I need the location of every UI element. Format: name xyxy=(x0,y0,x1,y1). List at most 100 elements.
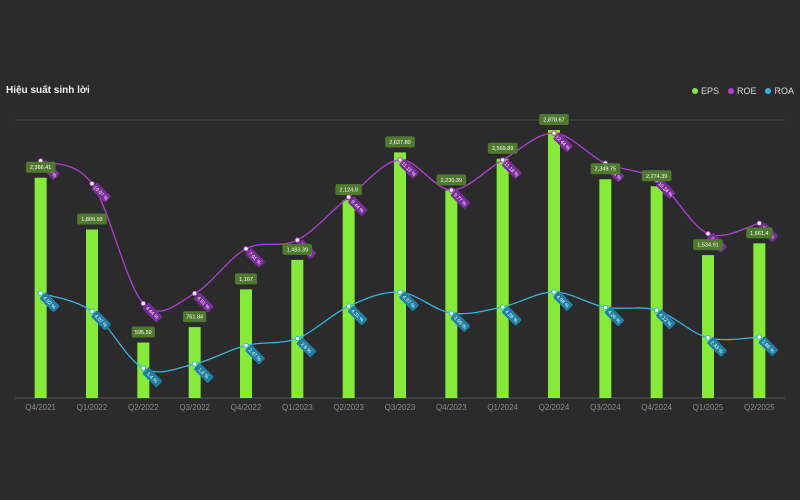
roe-tag-bg xyxy=(245,248,265,268)
roa-tag-bg xyxy=(91,310,111,331)
roa-point xyxy=(243,342,249,349)
roe-point xyxy=(551,130,557,136)
eps-bar xyxy=(753,243,766,398)
eps-value-label: 2,366.41 xyxy=(25,161,56,173)
roa-point xyxy=(551,289,557,295)
eps-label-bg xyxy=(590,163,621,175)
roa-tag-bg xyxy=(142,367,163,387)
eps-bar xyxy=(599,179,612,398)
roe-point xyxy=(243,246,249,252)
x-tick-label: Q1/2024 xyxy=(487,403,518,412)
x-tick-label: Q2/2025 xyxy=(744,403,775,412)
eps-value-label: 1,483.39 xyxy=(282,243,313,255)
roe-point xyxy=(499,157,506,163)
eps-label-text: 2,637.80 xyxy=(389,140,410,146)
x-tick-label: Q2/2023 xyxy=(333,403,364,412)
eps-label-text: 2,878.67 xyxy=(543,118,564,124)
eps-label-text: 1,167 xyxy=(239,277,253,283)
eps-label-text: 2,366.41 xyxy=(30,165,51,171)
x-tick-label: Q4/2022 xyxy=(231,403,262,412)
eps-value-label: 1,167 xyxy=(235,273,257,285)
legend-dot-eps xyxy=(691,88,698,94)
eps-value-label: 2,569.89 xyxy=(487,142,518,154)
eps-label-bg xyxy=(436,174,467,186)
eps-label-bg xyxy=(693,239,723,251)
eps-label-bg xyxy=(25,161,56,173)
eps-label-text: 2,274.39 xyxy=(646,174,667,180)
roe-point xyxy=(397,157,403,163)
x-tick-label: Q3/2024 xyxy=(590,403,621,412)
roa-point xyxy=(37,290,44,296)
legend: EPS ROE ROA xyxy=(691,86,794,96)
legend-item-eps[interactable]: EPS xyxy=(691,86,719,96)
legend-label-eps: EPS xyxy=(700,86,719,96)
eps-label-bg xyxy=(77,213,107,225)
eps-label-bg xyxy=(539,114,569,125)
roa-tag-bg xyxy=(296,337,317,358)
legend-item-roe[interactable]: ROE xyxy=(727,86,757,96)
eps-value-label: 2,124.9 xyxy=(335,184,362,196)
eps-bar xyxy=(394,152,406,398)
roe-tag-bg xyxy=(194,292,214,313)
roe-point xyxy=(89,180,95,187)
roe-tag-bg xyxy=(502,159,522,179)
roe-tag-bg xyxy=(91,183,111,203)
eps-bar xyxy=(342,200,355,398)
x-tick-label: Q4/2021 xyxy=(25,403,56,412)
x-tick-label: Q4/2024 xyxy=(641,403,672,412)
eps-bar xyxy=(650,186,663,398)
x-tick-label: Q3/2022 xyxy=(179,403,210,412)
roa-point xyxy=(705,335,711,341)
eps-bar xyxy=(548,130,560,398)
x-tick-label: Q1/2023 xyxy=(282,403,313,412)
roa-tag-bg xyxy=(348,305,368,325)
eps-value-label: 2,349.75 xyxy=(590,163,621,175)
roe-point xyxy=(294,237,301,243)
roa-tag-bg xyxy=(707,337,727,357)
eps-value-label: 761.84 xyxy=(183,311,207,323)
roa-point xyxy=(653,307,660,314)
x-tick-label: Q1/2025 xyxy=(693,403,724,412)
roe-tag-bg xyxy=(553,132,573,152)
eps-value-label: 1,661.4 xyxy=(746,227,773,239)
eps-label-bg xyxy=(385,136,415,148)
roe-point xyxy=(140,300,147,307)
eps-bar xyxy=(291,259,304,398)
x-tick-label: Q2/2022 xyxy=(128,403,159,412)
eps-label-text: 2,349.75 xyxy=(595,167,616,173)
eps-value-label: 2,878.67 xyxy=(539,114,569,125)
eps-bar xyxy=(34,177,47,398)
roa-point xyxy=(756,334,763,340)
eps-value-label: 1,809.93 xyxy=(77,213,107,225)
legend-label-roa: ROA xyxy=(774,86,794,96)
eps-label-text: 1,483.39 xyxy=(287,247,308,253)
roe-point xyxy=(756,220,763,226)
roe-tag-bg xyxy=(399,159,419,179)
roa-tag-bg xyxy=(656,309,676,330)
eps-label-bg xyxy=(282,243,313,255)
roe-point xyxy=(191,290,198,297)
eps-label-text: 2,569.89 xyxy=(492,146,513,152)
eps-label-text: 1,534.91 xyxy=(697,243,718,249)
x-tick-label: Q3/2023 xyxy=(385,403,416,412)
legend-label-roe: ROE xyxy=(736,86,757,96)
eps-bar xyxy=(445,190,458,398)
legend-dot-roe xyxy=(727,88,734,94)
legend-item-roa[interactable]: ROA xyxy=(765,86,794,96)
roa-point xyxy=(345,303,352,309)
roa-point xyxy=(89,308,95,315)
roe-tag-bg xyxy=(348,196,368,216)
eps-label-bg xyxy=(235,273,257,285)
eps-label-text: 1,661.4 xyxy=(750,231,768,237)
data-labels: 2,366.41 1,809.93 595.59 761.84 1,167 1,483.3… xyxy=(25,114,773,338)
eps-label-bg xyxy=(641,170,672,182)
eps-label-bg xyxy=(487,142,518,154)
legend-dot-roa xyxy=(765,88,772,94)
roe-point xyxy=(705,230,711,237)
roe-tag-bg xyxy=(656,179,676,199)
x-tick-label: Q2/2024 xyxy=(539,403,570,412)
eps-label-bg xyxy=(746,227,773,239)
x-tick-label: Q4/2023 xyxy=(436,403,467,412)
roa-tag-bg xyxy=(245,344,265,365)
eps-label-text: 761.84 xyxy=(186,315,203,321)
